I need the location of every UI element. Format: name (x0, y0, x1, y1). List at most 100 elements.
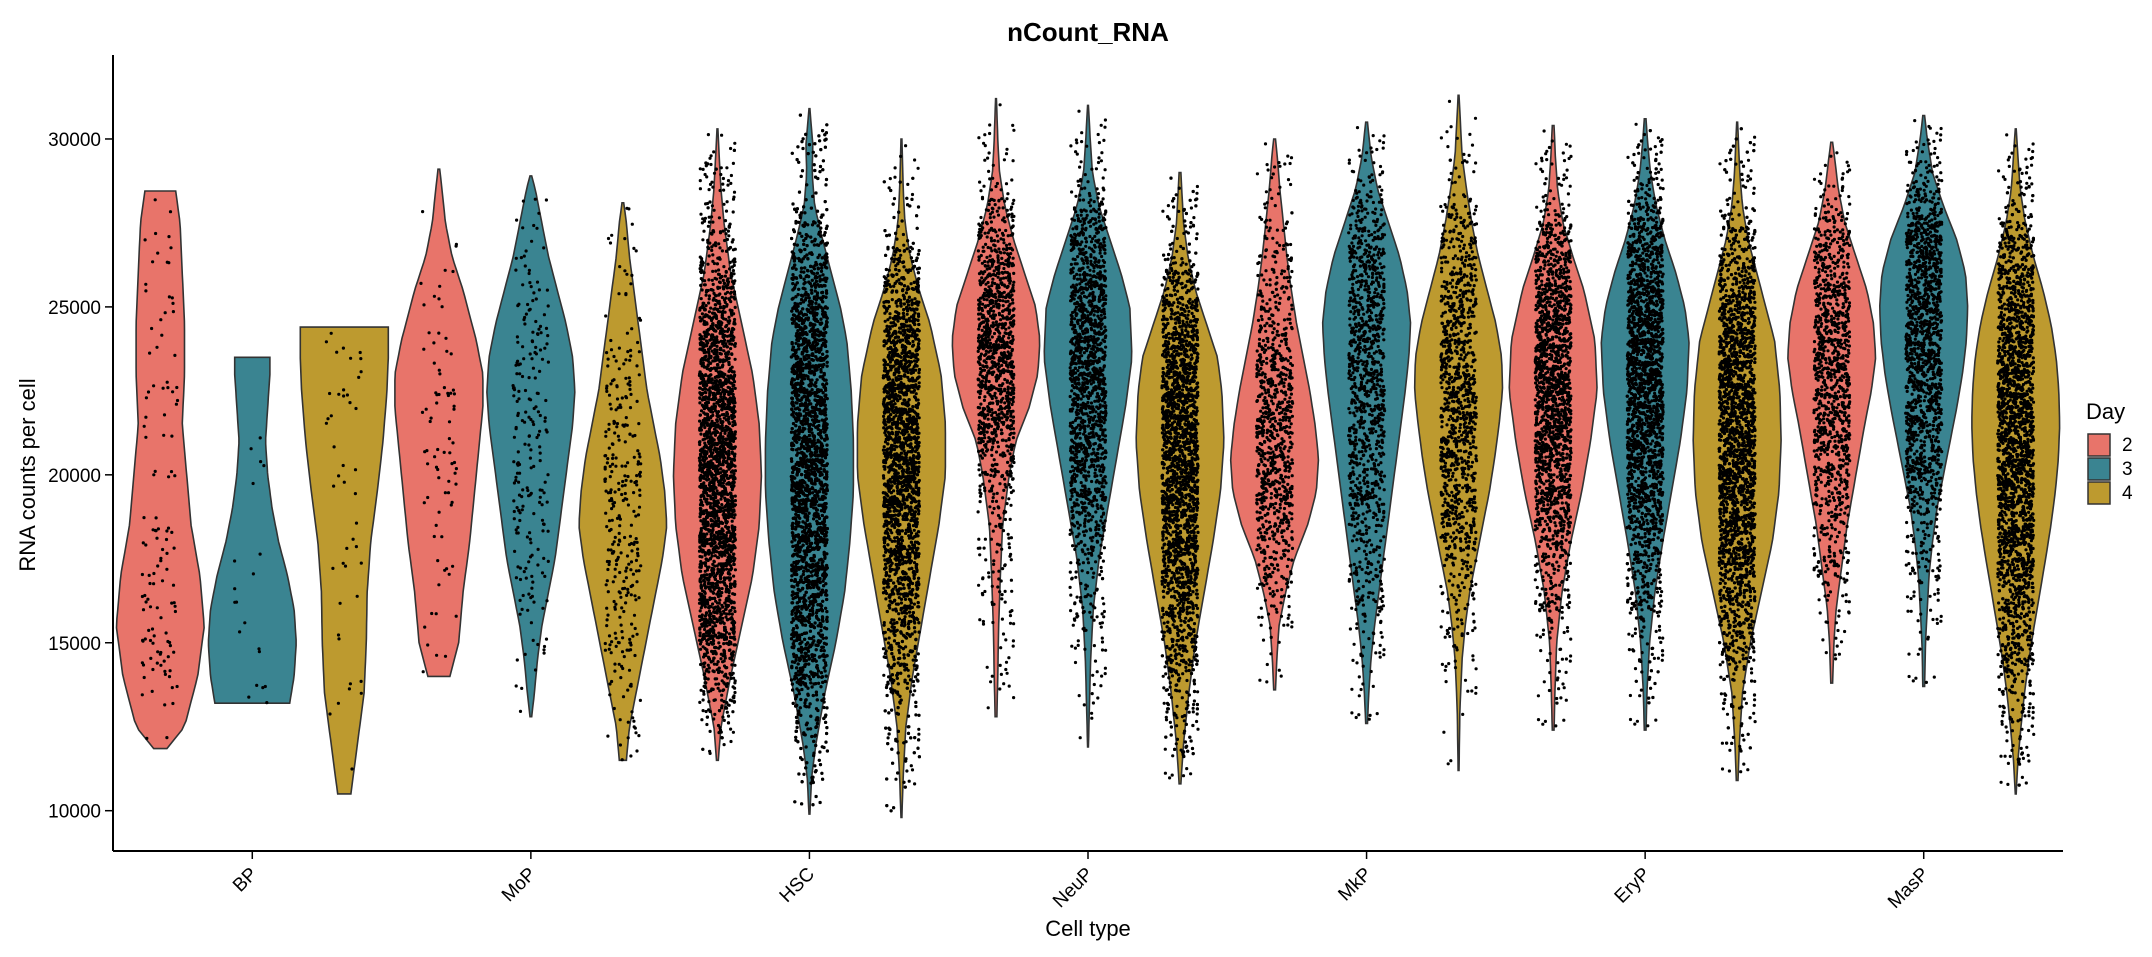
data-point (979, 454, 983, 458)
data-point (1265, 163, 1269, 167)
data-point (710, 204, 715, 208)
data-point (442, 450, 446, 454)
data-point (1266, 451, 1270, 455)
data-point (721, 339, 725, 344)
data-point (713, 516, 717, 520)
data-point (702, 315, 706, 319)
data-point (708, 368, 713, 372)
data-point (976, 405, 980, 410)
data-point (732, 509, 736, 513)
data-point (989, 220, 994, 224)
data-point (428, 419, 432, 424)
data-point (1265, 283, 1269, 287)
data-point (997, 323, 1001, 327)
data-point (711, 359, 715, 363)
data-point (711, 528, 715, 532)
data-point (732, 295, 736, 300)
data-point (1009, 471, 1013, 475)
data-point (1272, 537, 1276, 541)
data-point (992, 198, 996, 202)
data-point (992, 304, 996, 308)
data-point (712, 698, 716, 702)
data-point (1283, 486, 1287, 490)
data-point (1009, 490, 1014, 495)
data-point (700, 312, 705, 316)
data-point (984, 326, 988, 330)
data-point (720, 736, 724, 740)
data-point (1006, 350, 1010, 354)
data-point (723, 545, 727, 549)
data-point (1005, 397, 1009, 401)
data-point (1007, 497, 1011, 501)
data-point (1256, 261, 1260, 266)
data-point (1287, 594, 1291, 599)
data-point (726, 183, 730, 187)
data-point (726, 498, 730, 502)
data-point (1268, 471, 1272, 475)
data-point (997, 577, 1001, 581)
data-point (1011, 202, 1015, 206)
y-axis-label: RNA counts per cell (15, 378, 40, 571)
data-point (709, 414, 713, 419)
data-point (1256, 293, 1260, 297)
data-point (716, 519, 721, 523)
data-point (727, 589, 731, 593)
data-point (698, 396, 702, 400)
data-point (722, 513, 727, 517)
data-point (722, 405, 726, 409)
data-point (706, 388, 710, 392)
data-point (424, 407, 428, 411)
data-point (1284, 242, 1288, 246)
data-point (1284, 341, 1288, 345)
data-point (727, 456, 732, 461)
data-point (726, 444, 730, 449)
data-point (716, 370, 721, 374)
data-point (982, 343, 986, 347)
data-point (726, 721, 731, 725)
data-point (1256, 424, 1260, 428)
data-point (999, 428, 1004, 432)
data-point (989, 680, 993, 684)
data-point (1262, 278, 1266, 282)
data-point (708, 623, 712, 627)
data-point (976, 546, 980, 550)
data-point (733, 305, 737, 309)
data-point (1263, 388, 1267, 392)
data-point (710, 318, 714, 323)
data-point (730, 547, 734, 552)
data-point (702, 337, 706, 341)
data-point (712, 631, 716, 635)
data-point (1278, 468, 1282, 472)
violin-bp-day3 (207, 356, 297, 704)
data-point (996, 254, 1000, 258)
data-point (1271, 346, 1275, 350)
data-point (730, 265, 734, 269)
data-point (980, 281, 985, 285)
data-point (717, 216, 722, 220)
data-point (1266, 458, 1270, 462)
data-point (990, 511, 995, 515)
data-point (698, 515, 702, 519)
data-point (704, 487, 708, 492)
data-point (720, 693, 724, 697)
data-point (1280, 333, 1284, 337)
data-point (711, 669, 715, 673)
data-point (724, 209, 729, 213)
data-point (451, 441, 455, 445)
data-point (1000, 231, 1005, 235)
data-point (700, 637, 705, 642)
data-point (715, 489, 719, 493)
data-point (707, 377, 711, 381)
data-point (154, 231, 158, 236)
data-point (988, 274, 993, 278)
data-point (1264, 505, 1268, 509)
data-point (723, 576, 727, 580)
data-point (705, 722, 709, 727)
data-point (989, 341, 993, 345)
data-point (730, 342, 734, 346)
data-point (1261, 451, 1265, 456)
data-point (985, 374, 989, 378)
data-point (1004, 439, 1008, 443)
data-point (976, 249, 981, 253)
data-point (1263, 236, 1267, 240)
